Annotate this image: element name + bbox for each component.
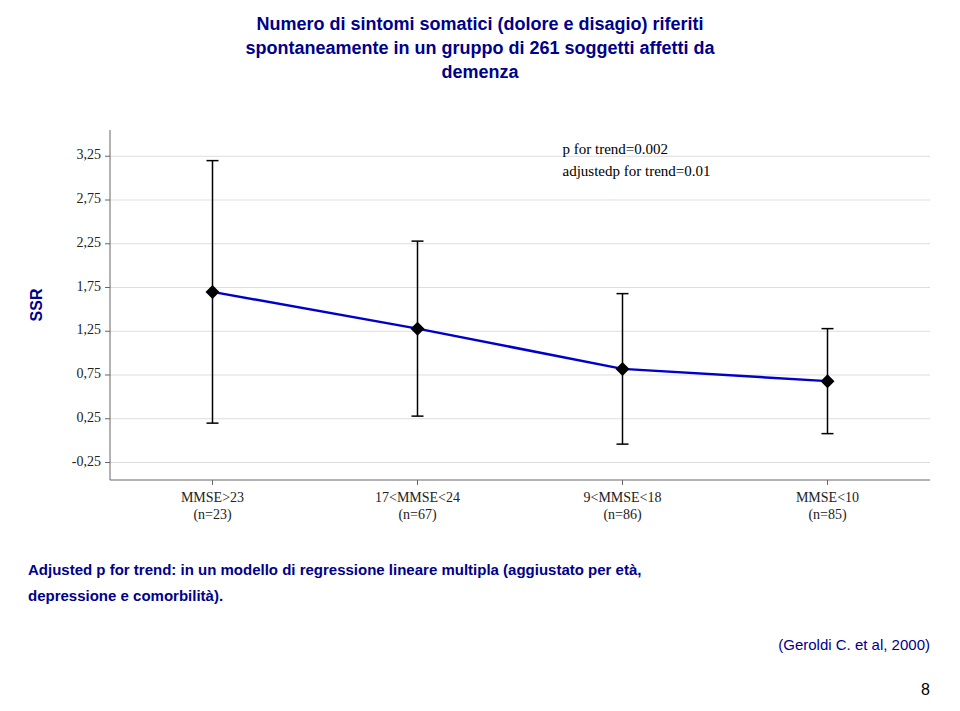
grid	[110, 156, 930, 462]
error-bar-cap-lower	[617, 443, 629, 445]
line	[213, 292, 828, 381]
page-number: 8	[921, 681, 930, 698]
marker	[206, 285, 220, 299]
error-bar	[207, 161, 219, 424]
x-tick-label: 17<MMSE<24 (n=67)	[375, 490, 460, 523]
x-tick-label-line: 9<MMSE<18	[583, 490, 661, 505]
y-axis-line	[110, 130, 111, 480]
x-tick	[417, 480, 418, 485]
grid-line	[110, 156, 930, 157]
y-tick	[105, 156, 110, 157]
x-tick-label-line: MMSE<10	[796, 490, 859, 505]
y-tick-label: 2,75	[77, 191, 102, 206]
title-line: Numero di sintomi somatici (dolore e dis…	[256, 14, 703, 34]
x-tick-label-line: MMSE>23	[181, 490, 244, 505]
y-tick-label: -0,25	[72, 454, 101, 469]
x-tick-label: MMSE>23 (n=23)	[181, 490, 244, 523]
grid-line	[110, 287, 930, 288]
data	[206, 161, 835, 445]
marker	[411, 322, 425, 336]
annotation: p for trend=0.002	[563, 141, 669, 157]
y-tick	[105, 418, 110, 419]
grid-line	[110, 418, 930, 419]
error-bar	[412, 241, 424, 416]
y-tick-label: 1,75	[77, 279, 102, 294]
x-tick	[622, 480, 623, 485]
y-tick	[105, 200, 110, 201]
y-tick	[105, 375, 110, 376]
x-tick-label-line: 17<MMSE<24	[375, 490, 460, 505]
error-bar-cap-lower	[822, 433, 834, 435]
source: (Geroldi C. et al, 2000)	[778, 636, 930, 653]
y-tick-label: 1,25	[77, 322, 102, 337]
error-bar	[822, 329, 834, 434]
background	[0, 0, 960, 711]
grid-line	[110, 200, 930, 201]
error-bar-cap-upper	[617, 293, 629, 295]
x-tick	[827, 480, 828, 485]
x-tick-label: MMSE<10 (n=85)	[796, 490, 859, 523]
footnotes: Adjusted p for trend: in un modello di r…	[28, 561, 641, 604]
y-tick	[105, 331, 110, 332]
marker	[821, 374, 835, 388]
x-ticks: MMSE>23 (n=23) 17<MMSE<24 (n=67) 9<MMSE<18 (n…	[181, 480, 859, 523]
x-tick-label-line: (n=85)	[808, 507, 847, 523]
error-bar-cap-upper	[207, 160, 219, 162]
error-bar-cap-lower	[207, 422, 219, 424]
y-tick-label: 3,25	[77, 147, 102, 162]
x-tick-label-line: (n=67)	[398, 507, 437, 523]
y-ticks: -0,25 0,25 0,75 1,25 1,75 2,25 2,75 3,25	[72, 147, 110, 468]
footnote: Adjusted p for trend: in un modello di r…	[28, 561, 641, 578]
grid-line	[110, 243, 930, 244]
page: {"chart_data": { "type": "line", "title"…	[0, 0, 960, 711]
error-bar-cap-upper	[822, 328, 834, 330]
error-bar	[617, 294, 629, 445]
x-tick-label-line: (n=23)	[193, 507, 232, 523]
x-tick	[212, 480, 213, 485]
x-tick-label-line: (n=86)	[603, 507, 642, 523]
error-bar-cap-lower	[412, 415, 424, 417]
y-tick	[105, 287, 110, 288]
y-tick-label: 2,25	[77, 235, 102, 250]
title: Numero di sintomi somatici (dolore e dis…	[245, 14, 715, 82]
footnote: depressione e comorbilità).	[28, 587, 223, 604]
error-bar-cap-upper	[412, 240, 424, 242]
y-tick-label: 0,25	[77, 410, 102, 425]
grid-line	[110, 375, 930, 376]
title-line: demenza	[441, 62, 519, 82]
y-axis-label: SSR	[28, 288, 45, 321]
y-tick	[105, 243, 110, 244]
y-tick-label: 0,75	[77, 366, 102, 381]
x-axis-line	[110, 480, 930, 481]
chart: Numero di sintomi somatici (dolore e dis…	[0, 0, 960, 711]
x-tick-label: 9<MMSE<18 (n=86)	[583, 490, 661, 523]
title-line: spontaneamente in un gruppo di 261 sogge…	[245, 38, 715, 58]
grid-line	[110, 331, 930, 332]
annotation: adjustedp for trend=0.01	[563, 163, 711, 179]
marker	[616, 362, 630, 376]
annotations: p for trend=0.002 adjustedp for trend=0.0…	[563, 141, 711, 179]
grid-line	[110, 462, 930, 463]
y-tick	[105, 462, 110, 463]
